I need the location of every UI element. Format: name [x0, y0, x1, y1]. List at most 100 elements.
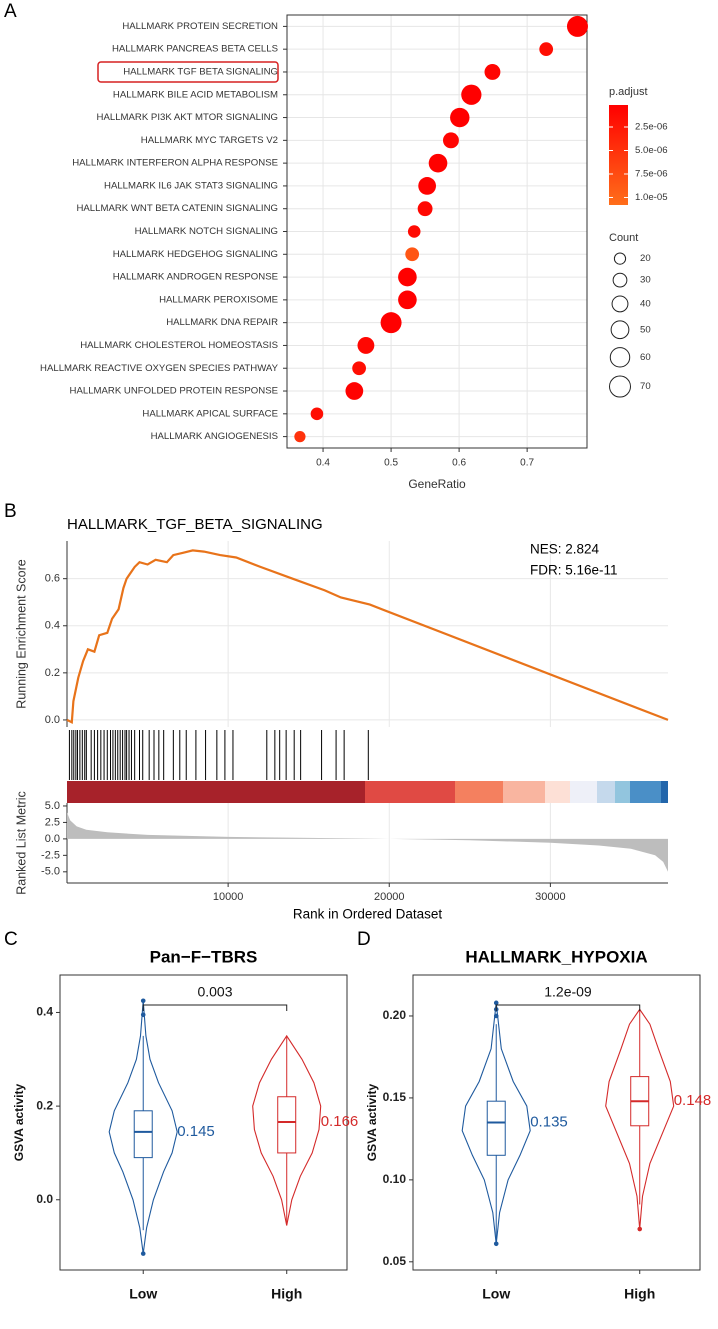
size-label: 60 [640, 352, 651, 363]
median-label: 0.166 [321, 1113, 359, 1130]
outlier [140, 998, 146, 1004]
outlier [493, 1013, 499, 1019]
strip-segment [455, 781, 503, 803]
dot [352, 361, 366, 376]
category-label: HALLMARK CHOLESTEROL HOMEOSTASIS [80, 340, 278, 351]
x-tick-label: 0.5 [384, 458, 398, 469]
category-label: HALLMARK NOTCH SIGNALING [135, 226, 278, 237]
dot [380, 312, 402, 334]
dot [398, 290, 417, 310]
y-tick-label: 0.20 [383, 1008, 407, 1022]
colorbar-label: 1.0e-05 [635, 192, 668, 203]
legend-title: p.adjust [609, 86, 648, 98]
plot-border [59, 974, 348, 1271]
y-tick-label: 0.4 [36, 1005, 53, 1019]
colorbar-label: 7.5e-06 [635, 169, 668, 180]
enrichment-line [66, 549, 669, 725]
y-tick-label: 2.5 [45, 816, 60, 828]
outlier [140, 1012, 146, 1018]
size-key [613, 252, 627, 265]
x-tick-label: 30000 [535, 891, 566, 903]
y-axis-label: GSVA activity [12, 1084, 26, 1162]
box [133, 1110, 153, 1159]
x-tick-label: High [271, 1286, 302, 1302]
size-key [609, 375, 631, 398]
dot [484, 64, 501, 80]
strip-segment [545, 781, 570, 803]
category-label: HALLMARK REACTIVE OXYGEN SPECIES PATHWAY [40, 363, 279, 374]
x-axis-label: GeneRatio [408, 477, 466, 491]
category-label: HALLMARK IL6 JAK STAT3 SIGNALING [104, 180, 278, 191]
x-axis-label: Rank in Ordered Dataset [293, 907, 443, 922]
size-label: 30 [640, 275, 651, 286]
category-label: HALLMARK HEDGEHOG SIGNALING [113, 249, 278, 260]
y-tick-label: 0.2 [45, 667, 60, 679]
category-label: HALLMARK UNFOLDED PROTEIN RESPONSE [70, 386, 278, 397]
category-label: HALLMARK ANDROGEN RESPONSE [113, 272, 278, 283]
dot [539, 42, 554, 57]
y-tick-label: 0.05 [383, 1254, 407, 1268]
size-key [612, 272, 628, 288]
dot [345, 382, 364, 400]
highlight-box [97, 61, 279, 83]
x-tick-label: 20000 [374, 891, 405, 903]
median-label: 0.148 [674, 1092, 712, 1109]
legend-title: Count [609, 232, 638, 244]
chart-title: HALLMARK_TGF_BETA_SIGNALING [67, 516, 323, 533]
category-label: HALLMARK PROTEIN SECRETION [122, 21, 278, 32]
category-label: HALLMARK PI3K AKT MTOR SIGNALING [97, 112, 278, 123]
size-key [610, 320, 630, 340]
category-label: HALLMARK INTERFERON ALPHA RESPONSE [72, 158, 278, 169]
dot [443, 132, 459, 149]
outlier [493, 1241, 499, 1247]
y-tick-label: 0.0 [36, 1192, 53, 1206]
strip-segment [661, 781, 668, 803]
box [277, 1096, 297, 1154]
x-tick-label: 0.4 [316, 458, 330, 469]
y-tick-label: 0.15 [383, 1090, 407, 1104]
metric-area [67, 812, 668, 872]
y-tick-label: 0.2 [36, 1098, 53, 1112]
x-tick-label: Low [482, 1286, 510, 1302]
strip-segment [570, 781, 597, 803]
dot [310, 407, 324, 421]
chart-title: Pan−F−TBRS [150, 947, 258, 966]
dot [418, 177, 437, 195]
y-tick-label: 5.0 [45, 800, 60, 812]
annotation: FDR: 5.16e-11 [530, 563, 618, 578]
x-tick-label: 0.6 [452, 458, 466, 469]
chart-title: HALLMARK_HYPOXIA [465, 947, 647, 966]
size-label: 40 [640, 298, 651, 309]
y-tick-label: 0.0 [45, 714, 60, 726]
x-tick-label: Low [129, 1286, 157, 1302]
median-label: 0.135 [530, 1113, 568, 1130]
median-label: 0.145 [177, 1123, 215, 1140]
dot [407, 225, 421, 238]
panel-label: C [4, 929, 18, 950]
x-tick-label: High [624, 1286, 655, 1302]
colorbar-label: 5.0e-06 [635, 145, 668, 156]
y-tick-label: 0.4 [45, 620, 60, 632]
y-axis-label: GSVA activity [365, 1084, 379, 1162]
strip-segment [597, 781, 615, 803]
p-value: 1.2e-09 [544, 984, 592, 1000]
y-axis-label: Running Enrichment Score [14, 559, 28, 708]
size-key [611, 295, 629, 313]
panel-label: D [357, 929, 371, 950]
panel-label: A [4, 1, 17, 22]
plot-border [412, 974, 701, 1271]
y-tick-label: -5.0 [41, 866, 60, 878]
category-label: HALLMARK BILE ACID METABOLISM [113, 89, 278, 100]
y-tick-label: 0.6 [45, 573, 60, 585]
dot [428, 153, 448, 173]
p-value: 0.003 [197, 984, 232, 1000]
strip-segment [67, 781, 365, 803]
x-tick-label: 10000 [213, 891, 244, 903]
x-tick-label: 0.7 [520, 458, 534, 469]
category-label: HALLMARK WNT BETA CATENIN SIGNALING [76, 203, 278, 214]
category-label: HALLMARK PEROXISOME [159, 294, 278, 305]
dot [450, 107, 470, 128]
outlier [637, 1226, 643, 1232]
